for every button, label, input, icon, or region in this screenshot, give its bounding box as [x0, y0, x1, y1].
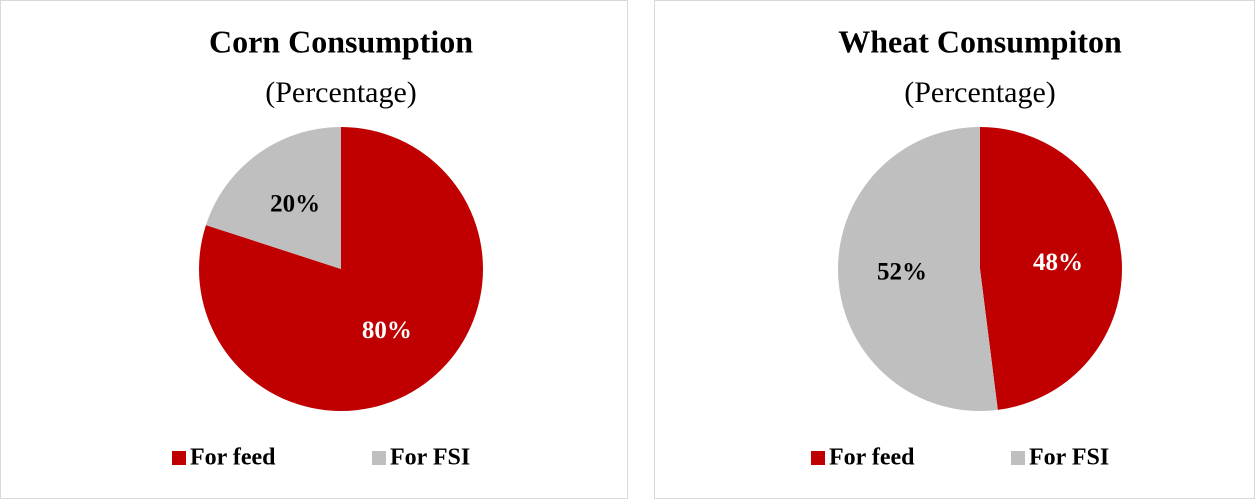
legend-label: For feed — [829, 445, 915, 471]
legend-label: For FSI — [1029, 445, 1109, 471]
data-label: 52% — [877, 259, 927, 286]
legend-swatch — [172, 451, 186, 465]
legend-label: For FSI — [390, 445, 470, 471]
legend-swatch — [811, 451, 825, 465]
chart-subtitle: (Percentage) — [265, 76, 417, 109]
legend-swatch — [1011, 451, 1025, 465]
chart-title: Wheat Consumpiton — [838, 23, 1122, 59]
chart-title: Corn Consumption — [209, 23, 473, 59]
data-label: 48% — [1033, 249, 1083, 276]
data-label: 80% — [362, 317, 412, 344]
legend-label: For feed — [190, 445, 276, 471]
legend-swatch — [372, 451, 386, 465]
pie-slice — [837, 127, 998, 411]
pie-slice — [980, 127, 1122, 410]
data-label: 20% — [270, 191, 320, 218]
chart-subtitle: (Percentage) — [904, 76, 1056, 109]
pie-slice — [205, 127, 341, 269]
